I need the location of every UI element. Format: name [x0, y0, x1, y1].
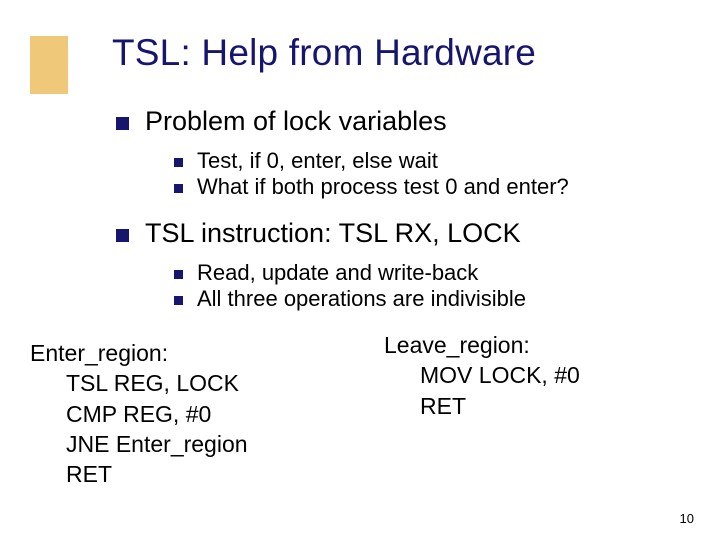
slide-title: TSL: Help from Hardware: [112, 32, 536, 74]
code-line: MOV LOCK, #0: [384, 360, 580, 390]
section-2-heading: TSL instruction: TSL RX, LOCK: [145, 218, 521, 249]
bullet-level1: Problem of lock variables: [116, 106, 447, 137]
section-2-item-1: All three operations are indivisible: [197, 286, 526, 312]
code-block-enter-region: Enter_region: TSL REG, LOCK CMP REG, #0 …: [30, 338, 248, 490]
code-label: Enter_region:: [30, 338, 248, 368]
section-1-item-0: Test, if 0, enter, else wait: [197, 148, 438, 174]
square-bullet-icon: [116, 117, 129, 130]
square-bullet-icon: [116, 229, 129, 242]
section-1: Problem of lock variables: [116, 106, 447, 137]
square-bullet-icon: [174, 270, 183, 279]
code-block-leave-region: Leave_region: MOV LOCK, #0 RET: [384, 330, 580, 421]
slide-number: 10: [680, 511, 694, 526]
section-1-heading: Problem of lock variables: [145, 106, 447, 137]
bullet-level2: All three operations are indivisible: [174, 286, 526, 312]
code-line: CMP REG, #0: [30, 399, 248, 429]
code-line: RET: [384, 391, 580, 421]
bullet-level1: TSL instruction: TSL RX, LOCK: [116, 218, 521, 249]
bullet-level2: Test, if 0, enter, else wait: [174, 148, 569, 174]
section-1-item-1: What if both process test 0 and enter?: [197, 174, 569, 200]
bullet-level2: What if both process test 0 and enter?: [174, 174, 569, 200]
section-2: TSL instruction: TSL RX, LOCK: [116, 218, 521, 249]
square-bullet-icon: [174, 158, 183, 167]
code-line: JNE Enter_region: [30, 429, 248, 459]
code-label: Leave_region:: [384, 330, 580, 360]
accent-corner-block: [30, 36, 68, 94]
bullet-level2: Read, update and write-back: [174, 260, 526, 286]
square-bullet-icon: [174, 296, 183, 305]
code-line: TSL REG, LOCK: [30, 368, 248, 398]
section-2-item-0: Read, update and write-back: [197, 260, 478, 286]
section-2-subitems: Read, update and write-back All three op…: [116, 260, 526, 312]
code-line: RET: [30, 459, 248, 489]
section-1-subitems: Test, if 0, enter, else wait What if bot…: [116, 148, 569, 200]
square-bullet-icon: [174, 184, 183, 193]
